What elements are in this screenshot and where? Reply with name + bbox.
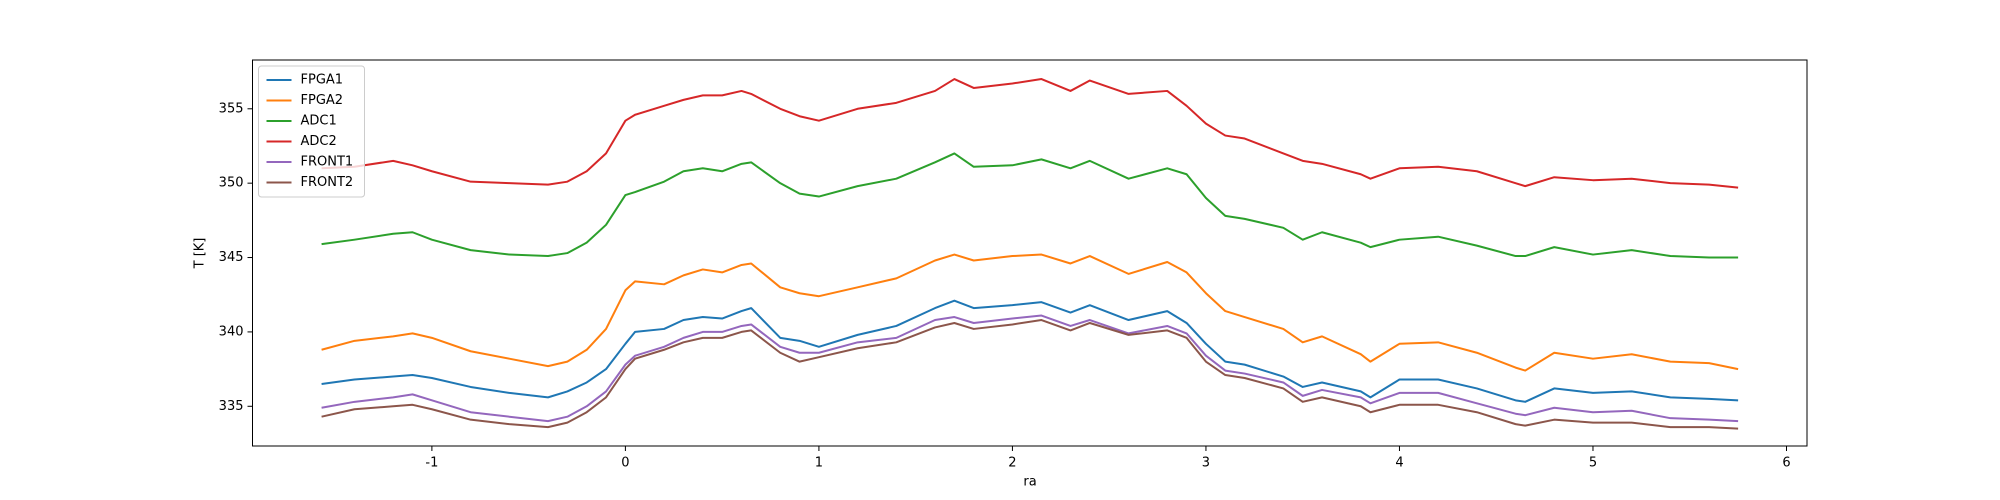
y-tick-label: 355	[219, 101, 244, 116]
x-tick-label: 2	[1008, 456, 1016, 471]
legend-label: FRONT1	[301, 155, 354, 170]
data-line	[321, 314, 1739, 423]
x-tick-label: 0	[621, 456, 629, 471]
x-tick-label: 4	[1395, 456, 1403, 471]
y-tick-label: 340	[219, 324, 244, 339]
data-line	[321, 152, 1739, 259]
legend-label: FRONT2	[301, 175, 354, 190]
data-line	[321, 319, 1739, 430]
legend-label: ADC1	[301, 114, 337, 129]
data-line	[321, 78, 1739, 189]
legend-box	[258, 65, 365, 198]
data-line	[321, 299, 1739, 403]
legend-label: ADC2	[301, 134, 337, 149]
x-tick-label: 1	[815, 456, 823, 471]
x-tick-label: -1	[425, 456, 438, 471]
axes-frame	[252, 59, 1808, 447]
y-tick-label: 335	[219, 399, 244, 414]
legend-label: FPGA2	[301, 93, 344, 108]
x-tick-label: 6	[1782, 456, 1790, 471]
y-tick-label: 345	[219, 250, 244, 265]
y-axis-label: T [K]	[193, 238, 208, 270]
y-tick-label: 350	[219, 176, 244, 191]
legend-label: FPGA1	[301, 73, 344, 88]
x-axis-label: ra	[1023, 475, 1036, 490]
x-tick-label: 3	[1202, 456, 1210, 471]
x-tick-label: 5	[1589, 456, 1597, 471]
data-line	[321, 253, 1739, 372]
